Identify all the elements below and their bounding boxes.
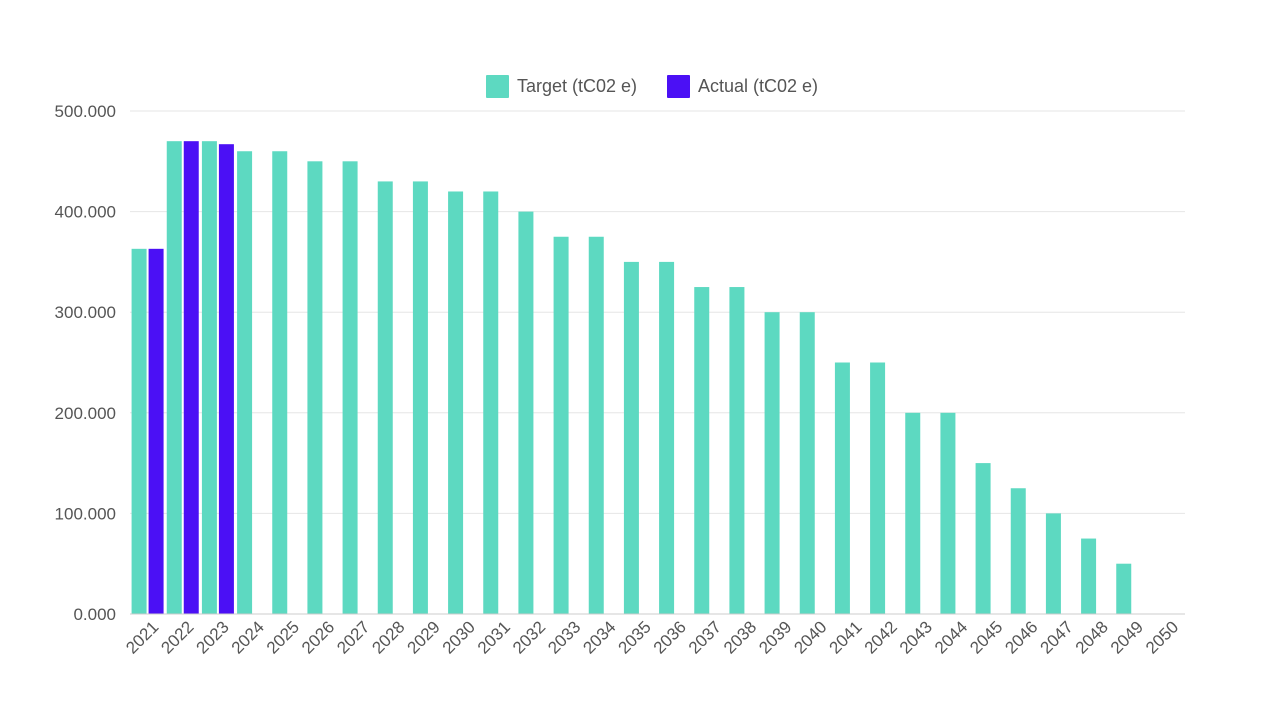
y-tick-label: 400.000 bbox=[55, 203, 116, 222]
legend-item-target[interactable]: Target (tC02 e) bbox=[486, 75, 637, 98]
bar-target-2026[interactable] bbox=[307, 161, 323, 615]
x-tick-label: 2040 bbox=[790, 617, 830, 657]
x-tick-label: 2045 bbox=[966, 617, 1006, 657]
bar-target-2025[interactable] bbox=[272, 151, 288, 615]
x-tick-label: 2024 bbox=[228, 617, 268, 657]
x-tick-label: 2027 bbox=[333, 617, 373, 657]
x-tick-label: 2033 bbox=[544, 617, 584, 657]
x-tick-label: 2037 bbox=[685, 617, 725, 657]
bar-target-2035[interactable] bbox=[623, 261, 639, 614]
x-tick-label: 2039 bbox=[755, 617, 795, 657]
x-tick-label: 2032 bbox=[509, 617, 549, 657]
x-tick-label: 2050 bbox=[1142, 617, 1182, 657]
bar-target-2048[interactable] bbox=[1081, 538, 1097, 614]
x-tick-label: 2028 bbox=[368, 617, 408, 657]
x-tick-label: 2046 bbox=[1001, 617, 1041, 657]
bar-actual-2021[interactable] bbox=[148, 248, 164, 614]
legend: Target (tC02 e) Actual (tC02 e) bbox=[486, 75, 818, 98]
bar-target-2039[interactable] bbox=[764, 312, 780, 614]
bar-target-2045[interactable] bbox=[975, 463, 991, 614]
x-tick-label: 2041 bbox=[826, 617, 866, 657]
bar-target-2046[interactable] bbox=[1010, 488, 1026, 614]
y-tick-label: 200.000 bbox=[55, 404, 116, 423]
x-tick-label: 2021 bbox=[122, 617, 162, 657]
x-tick-label: 2023 bbox=[193, 617, 233, 657]
bar-target-2031[interactable] bbox=[483, 191, 499, 615]
y-axis-tick-labels: 0.000 100.000 200.000 300.000 400.000 500.000 bbox=[55, 102, 116, 624]
x-tick-label: 2035 bbox=[615, 617, 655, 657]
bar-target-2029[interactable] bbox=[412, 181, 428, 615]
x-tick-label: 2043 bbox=[896, 617, 936, 657]
y-tick-label: 500.000 bbox=[55, 102, 116, 121]
bar-target-2043[interactable] bbox=[905, 412, 921, 614]
y-tick-label: 0.000 bbox=[73, 605, 116, 624]
bar-actual-2023[interactable] bbox=[218, 144, 234, 614]
bar-target-2021[interactable] bbox=[131, 248, 147, 614]
bars bbox=[131, 141, 1132, 615]
bar-target-2022[interactable] bbox=[166, 141, 182, 614]
y-tick-label: 300.000 bbox=[55, 303, 116, 322]
bar-target-2047[interactable] bbox=[1045, 513, 1061, 614]
legend-item-actual[interactable]: Actual (tC02 e) bbox=[667, 75, 818, 98]
x-tick-label: 2022 bbox=[157, 617, 197, 657]
bar-target-2040[interactable] bbox=[799, 312, 815, 614]
bar-target-2042[interactable] bbox=[870, 362, 886, 615]
legend-swatch-target bbox=[486, 75, 509, 98]
x-tick-label: 2025 bbox=[263, 617, 303, 657]
bar-target-2024[interactable] bbox=[237, 151, 253, 615]
x-tick-label: 2026 bbox=[298, 617, 338, 657]
bar-target-2038[interactable] bbox=[729, 287, 745, 614]
x-tick-label: 2029 bbox=[404, 617, 444, 657]
x-tick-label: 2038 bbox=[720, 617, 760, 657]
x-tick-label: 2042 bbox=[861, 617, 901, 657]
bar-target-2027[interactable] bbox=[342, 161, 358, 615]
bar-target-2036[interactable] bbox=[659, 261, 675, 614]
legend-label-actual: Actual (tC02 e) bbox=[698, 76, 818, 96]
bar-target-2033[interactable] bbox=[553, 236, 569, 614]
x-tick-label: 2034 bbox=[579, 617, 619, 657]
bar-target-2037[interactable] bbox=[694, 287, 710, 614]
x-tick-label: 2048 bbox=[1072, 617, 1112, 657]
bar-target-2028[interactable] bbox=[377, 181, 393, 615]
legend-label-target: Target (tC02 e) bbox=[517, 76, 637, 96]
x-tick-label: 2044 bbox=[931, 617, 971, 657]
x-tick-label: 2036 bbox=[650, 617, 690, 657]
bar-target-2044[interactable] bbox=[940, 412, 956, 614]
bar-target-2032[interactable] bbox=[518, 211, 534, 614]
bar-target-2049[interactable] bbox=[1116, 563, 1132, 614]
bar-actual-2022[interactable] bbox=[183, 141, 199, 614]
x-tick-label: 2031 bbox=[474, 617, 514, 657]
bar-target-2041[interactable] bbox=[834, 362, 850, 615]
gridlines bbox=[130, 110, 1185, 514]
x-axis-tick-labels: 2021202220232024202520262027202820292030… bbox=[122, 617, 1182, 657]
y-tick-label: 100.000 bbox=[55, 504, 116, 523]
legend-swatch-actual bbox=[667, 75, 690, 98]
x-tick-label: 2047 bbox=[1037, 617, 1077, 657]
bar-target-2030[interactable] bbox=[448, 191, 464, 615]
bar-target-2034[interactable] bbox=[588, 236, 604, 614]
x-tick-label: 2030 bbox=[439, 617, 479, 657]
bar-target-2023[interactable] bbox=[201, 141, 217, 614]
x-tick-label: 2049 bbox=[1107, 617, 1147, 657]
